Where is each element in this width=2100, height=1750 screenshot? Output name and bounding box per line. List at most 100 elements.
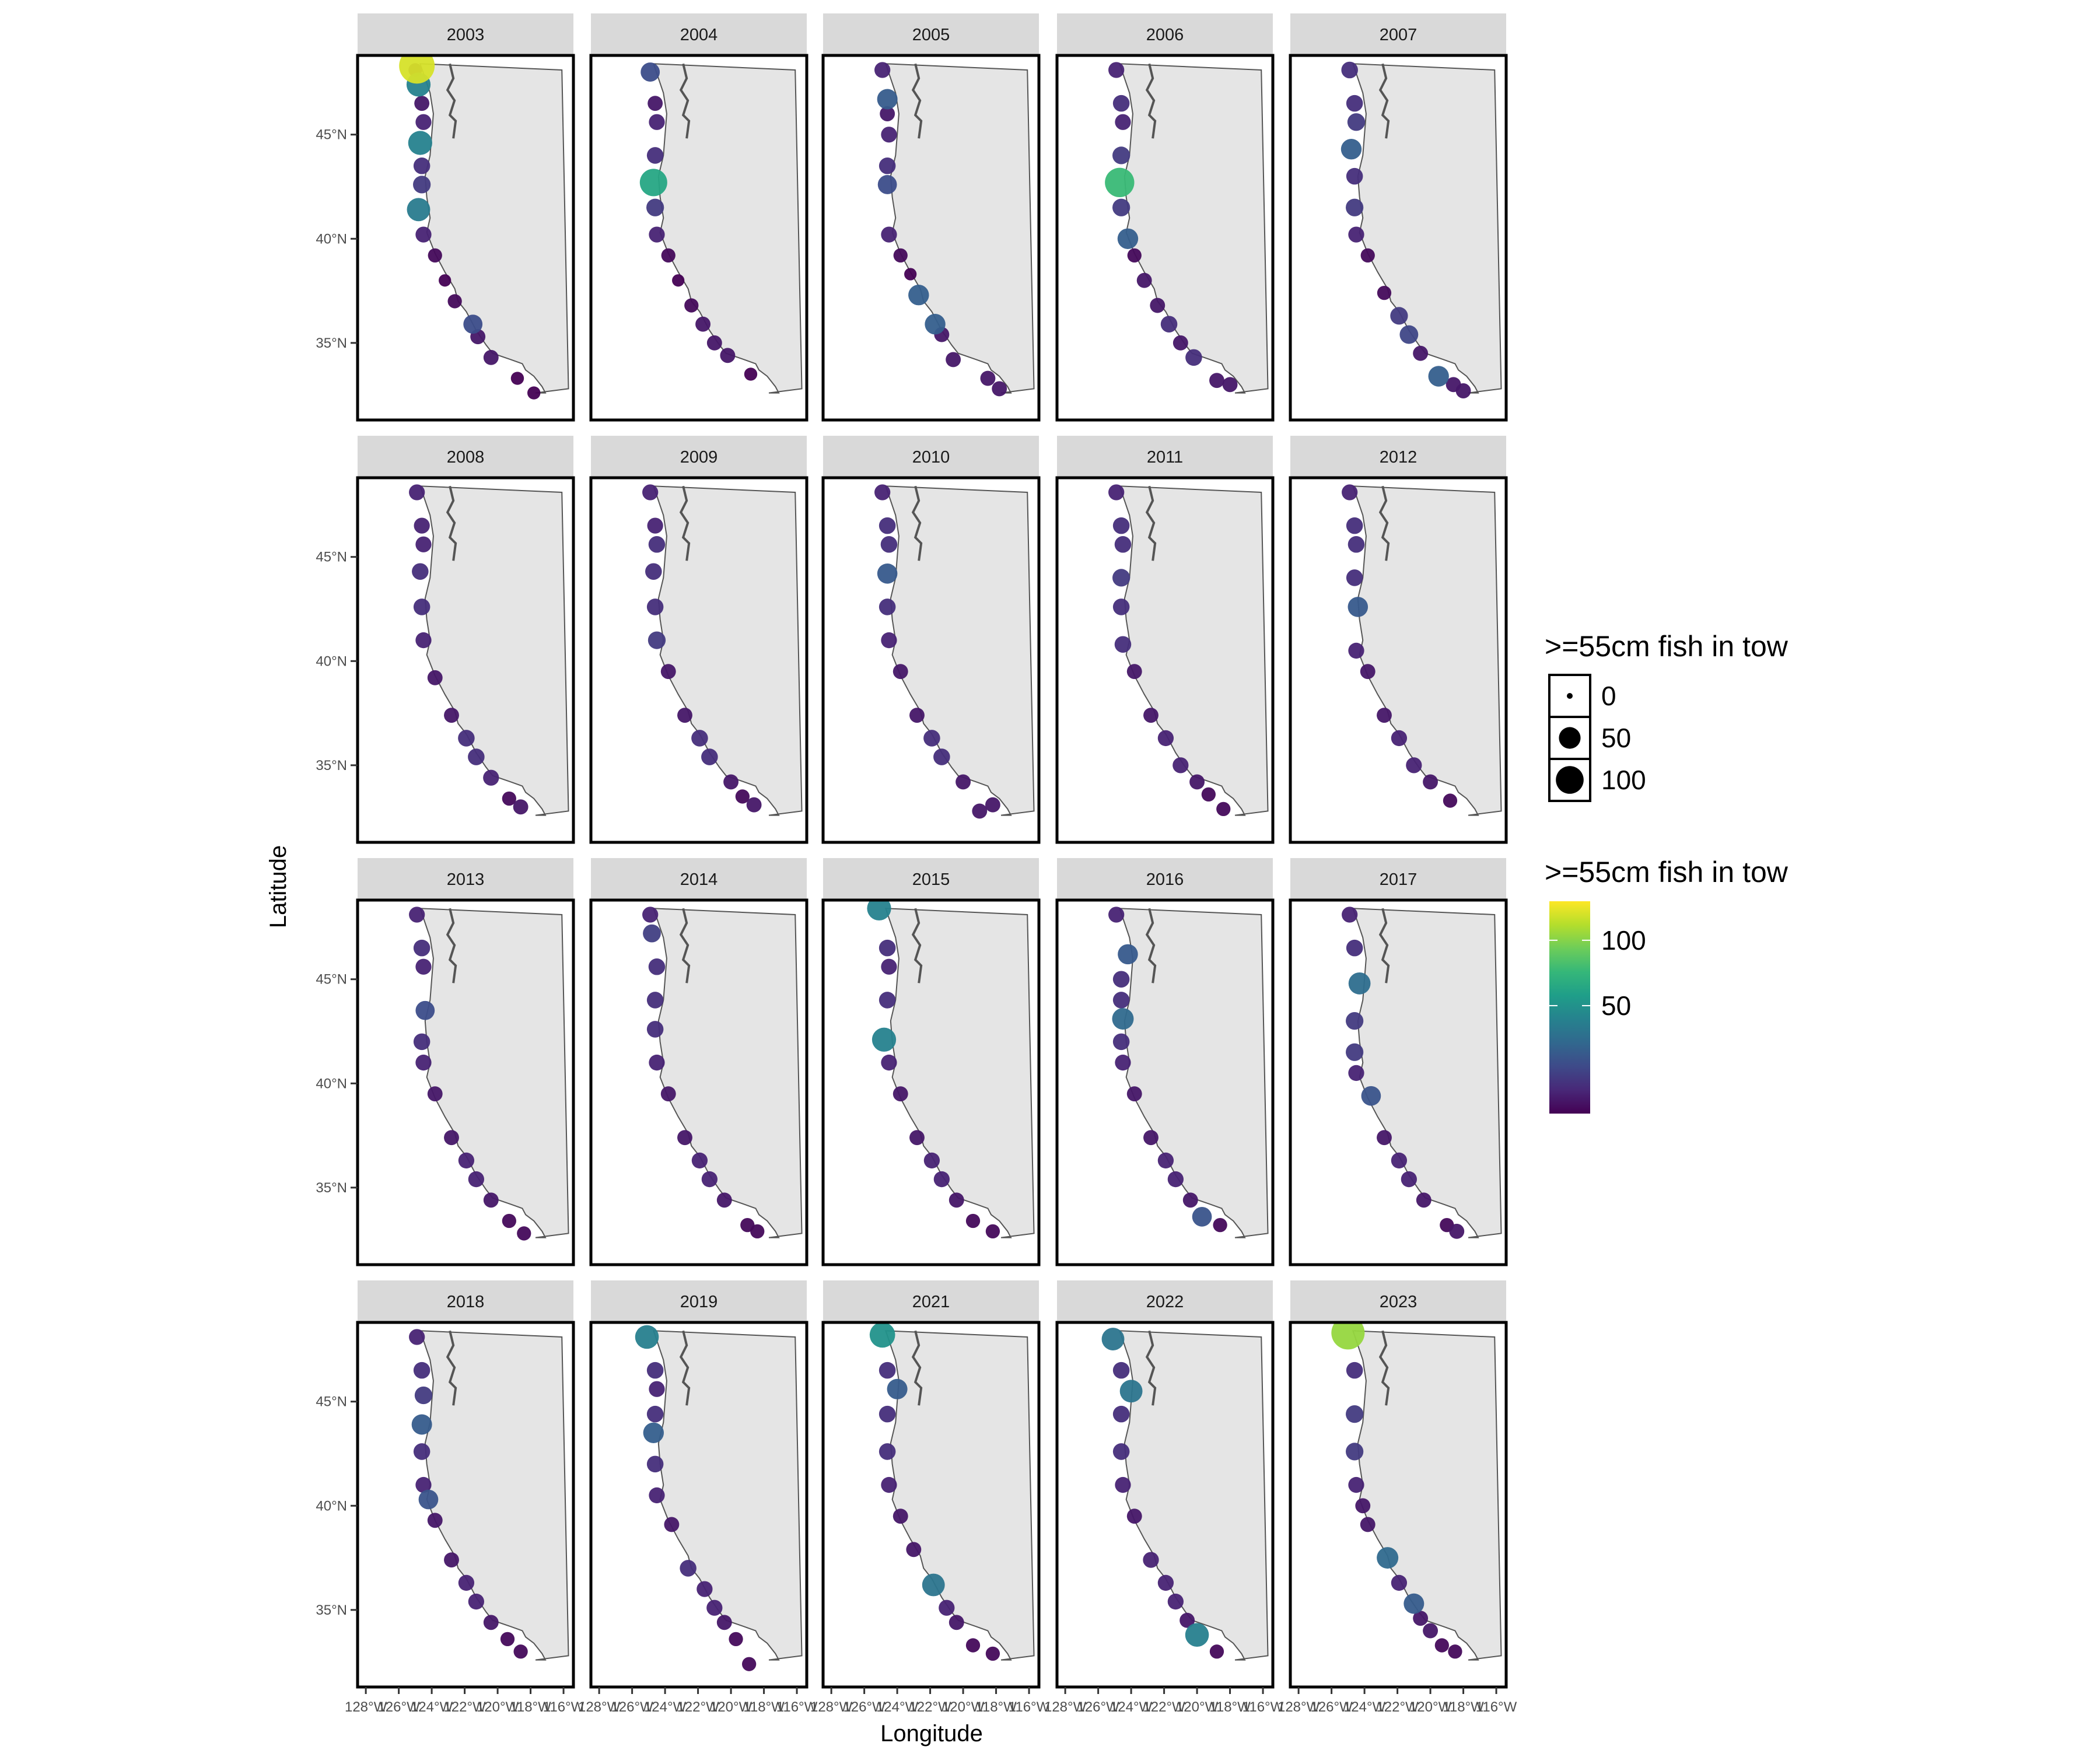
y-tick-label: 45°N [316,972,347,988]
size-key-dot [1567,693,1573,699]
facet-strip [591,1280,807,1321]
tow-point [1331,1322,1365,1350]
tow-point [649,1054,665,1071]
tow-point [1115,1054,1131,1071]
puget-sound-outline [446,1330,457,1406]
facet-strip [1290,1280,1506,1321]
tow-point [1112,598,1130,615]
tow-point [1406,757,1422,774]
tow-point [661,248,676,263]
tow-point [458,1574,475,1591]
tow-point [1434,1638,1449,1653]
facet-panel-2010: 2010 [821,436,1041,844]
tow-point [1126,664,1142,680]
tow-point [881,1476,897,1493]
tow-point [909,708,925,723]
panel-border [1289,54,1508,422]
tow-point [892,664,908,680]
x-tick-label: 120°W [477,1699,519,1715]
size-key-dot [1556,766,1584,794]
tow-point [1391,1574,1408,1591]
tow-point [1360,1517,1376,1532]
tow-point [1361,1086,1381,1106]
tow-point [413,598,430,615]
x-axis-title: Longitude [880,1721,983,1746]
tow-point [1377,1547,1399,1569]
x-tick-label: 116°W [1476,1699,1517,1715]
tow-point [483,349,499,365]
tow-point [1112,1405,1130,1423]
tow-point [1346,1012,1364,1030]
tow-point [502,791,516,806]
tow-point [1112,971,1130,988]
tow-point [877,563,898,584]
facet-strip-label: 2017 [1380,870,1418,889]
x-tick-label: 120°W [1176,1699,1219,1715]
tow-point [415,1476,432,1493]
tow-point [1112,992,1130,1009]
tow-point [1377,1130,1392,1146]
puget-sound-outline [1378,485,1390,561]
tow-point [684,298,699,313]
tow-point [640,62,660,82]
tow-point [716,1192,732,1208]
facet-strip-label: 2004 [680,26,718,44]
tow-point [1213,1217,1227,1233]
facet-strip-label: 2016 [1146,870,1184,889]
tow-point [1346,569,1363,586]
facet-panel-2014: 2014 [589,858,808,1266]
x-tick-label: 124°W [1110,1699,1153,1715]
tow-point [908,285,929,306]
tow-point [878,158,896,174]
tow-point [483,1192,499,1208]
puget-sound-outline [446,485,457,561]
facet-panel-2013: 2013 45°N 40°N 35°N [316,858,575,1266]
tow-point [399,55,435,84]
y-tick-label: 40°N [316,231,347,247]
facet-strip [1290,13,1506,54]
tow-point [878,939,896,957]
tow-point [1101,1328,1125,1350]
tow-point [664,1517,680,1532]
y-tick-label: 40°N [316,1498,347,1514]
tow-point [1413,1611,1429,1626]
tow-point [878,598,896,615]
facet-strip [591,436,807,477]
puget-sound-outline [1145,1330,1157,1406]
color-legend: >=55cm fish in tow 100 50 [1545,856,1788,1114]
x-tick-label: 118°W [510,1699,551,1715]
y-tick-label: 45°N [316,127,347,143]
tow-point [1360,664,1376,680]
tow-point [444,1552,459,1568]
tow-point [527,386,541,400]
tow-point [1346,517,1363,534]
tow-point [463,314,483,334]
tow-point [427,1513,443,1528]
tow-point [413,158,430,174]
facet-panels: 2003 45°N 40°N 35°N 2004 2005 2006 2007 2008 45°N… [316,13,1517,1715]
tow-point [877,89,898,110]
tow-point [646,992,664,1009]
tow-point [965,1638,981,1653]
tow-point [1346,167,1363,185]
tow-point [1117,228,1139,249]
tow-point [1127,248,1142,263]
puget-sound-outline [1145,485,1157,561]
facet-strip [1057,13,1273,54]
tow-point [878,1443,896,1460]
size-key-label: 50 [1601,723,1631,753]
puget-sound-outline [679,63,691,139]
tow-point [1180,1612,1195,1628]
tow-point [701,748,718,765]
tow-point [1150,298,1166,313]
tow-point [468,748,485,765]
tow-point [867,900,891,921]
tow-point [1341,61,1358,79]
tow-point [1143,1130,1158,1146]
tow-point [1112,146,1130,164]
tow-point [413,1362,430,1379]
tow-point [906,1542,922,1558]
tow-point [1449,1223,1465,1239]
tow-point [646,147,664,164]
